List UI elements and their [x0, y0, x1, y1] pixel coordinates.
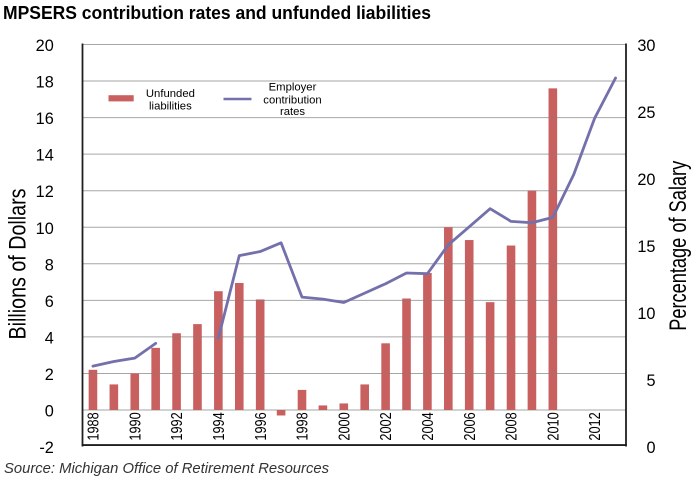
- svg-text:Source: Michigan Office of Ret: Source: Michigan Office of Retirement Re…: [4, 461, 329, 477]
- svg-text:8: 8: [45, 256, 54, 274]
- svg-text:-2: -2: [39, 439, 53, 457]
- svg-text:2010: 2010: [545, 412, 562, 441]
- svg-text:0: 0: [45, 403, 54, 421]
- svg-text:1992: 1992: [169, 412, 186, 440]
- svg-text:4: 4: [45, 329, 54, 347]
- svg-text:1990: 1990: [127, 412, 144, 441]
- svg-text:12: 12: [36, 183, 54, 201]
- svg-text:0: 0: [646, 439, 655, 457]
- svg-text:25: 25: [637, 104, 655, 122]
- svg-text:Billions of Dollars: Billions of Dollars: [5, 189, 32, 340]
- svg-text:16: 16: [36, 110, 54, 128]
- svg-text:30: 30: [637, 37, 655, 55]
- svg-text:Percentage of Salary: Percentage of Salary: [665, 161, 692, 331]
- svg-text:14: 14: [36, 147, 54, 165]
- svg-text:20: 20: [36, 37, 54, 55]
- svg-text:2006: 2006: [462, 412, 479, 440]
- svg-text:MPSERS contribution rates and: MPSERS contribution rates and unfunded l…: [3, 2, 431, 23]
- svg-text:1996: 1996: [253, 412, 270, 440]
- svg-text:2002: 2002: [378, 412, 395, 440]
- svg-text:20: 20: [637, 171, 655, 189]
- svg-text:Unfunded: Unfunded: [146, 88, 195, 100]
- svg-text:Employer: Employer: [269, 82, 317, 94]
- svg-text:18: 18: [36, 74, 54, 92]
- svg-text:15: 15: [637, 238, 655, 256]
- svg-text:1988: 1988: [86, 412, 103, 440]
- svg-text:2: 2: [45, 366, 54, 384]
- svg-text:rates: rates: [280, 106, 305, 118]
- svg-text:10: 10: [36, 220, 54, 238]
- svg-text:2004: 2004: [420, 412, 437, 441]
- svg-text:6: 6: [45, 293, 54, 311]
- svg-text:1994: 1994: [211, 412, 228, 441]
- svg-text:10: 10: [637, 305, 655, 323]
- svg-text:2000: 2000: [336, 412, 353, 441]
- svg-text:liabilities: liabilities: [149, 100, 192, 112]
- svg-text:contribution: contribution: [263, 94, 321, 106]
- svg-text:2012: 2012: [587, 412, 604, 440]
- svg-text:1998: 1998: [295, 412, 312, 440]
- svg-text:2008: 2008: [504, 412, 521, 440]
- svg-text:5: 5: [646, 372, 655, 390]
